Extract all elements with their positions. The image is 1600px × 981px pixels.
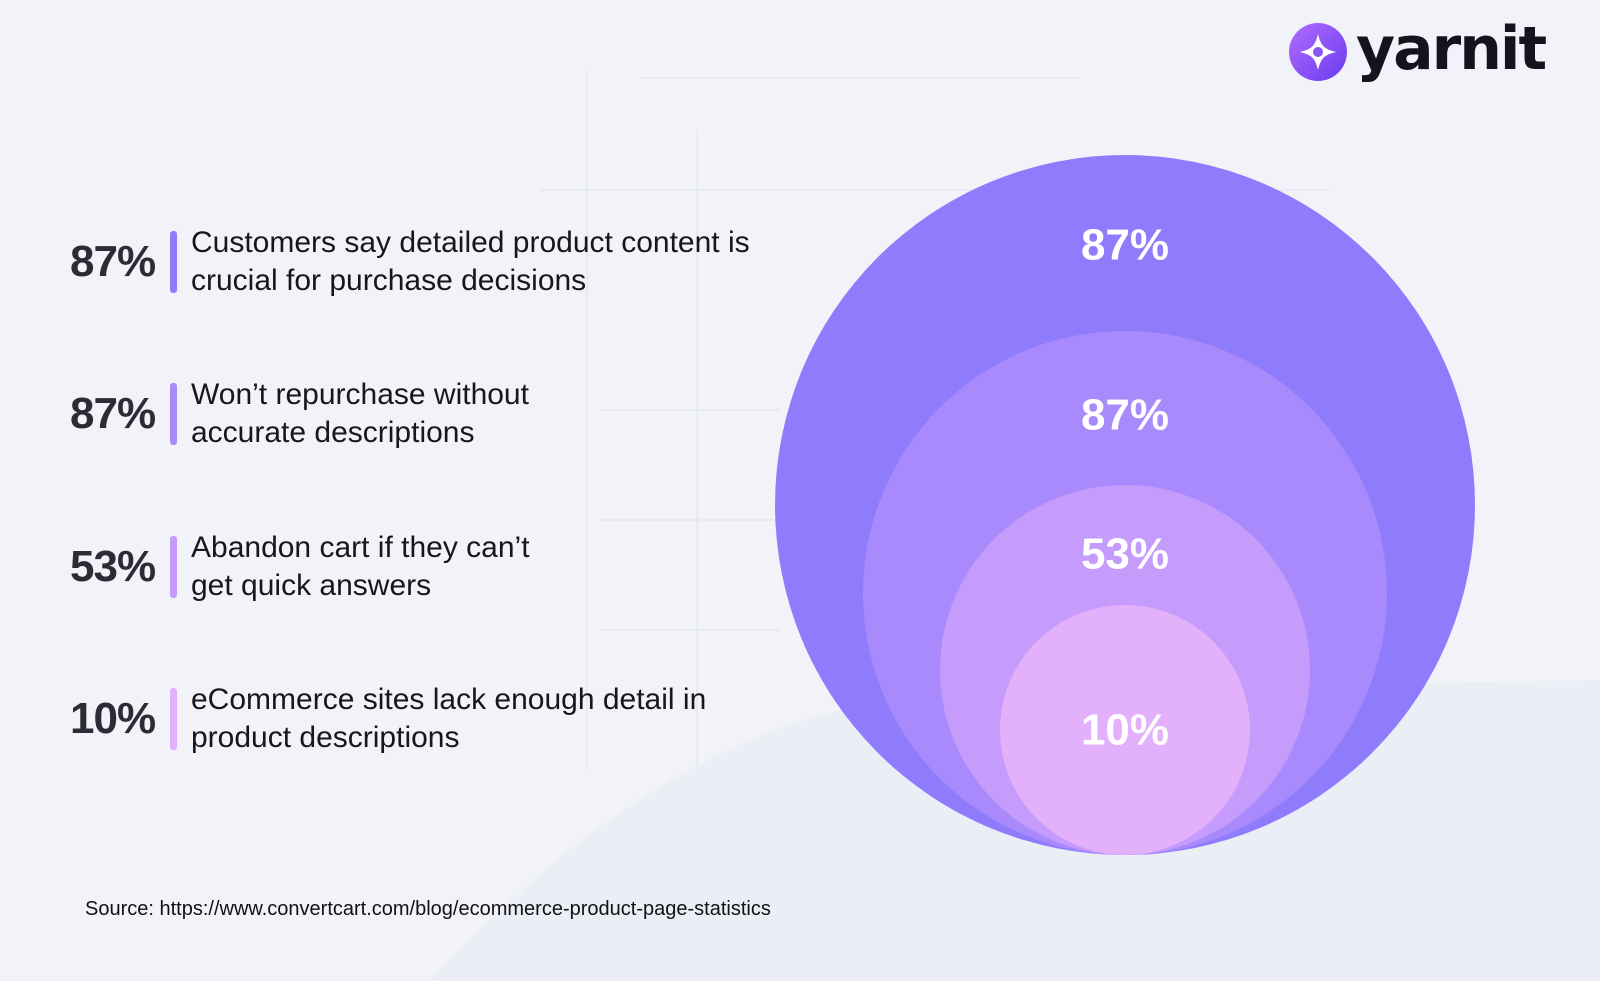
stat-value: 87%: [70, 389, 156, 438]
stat-accent-bar: [170, 231, 177, 293]
stat-description: Customers say detailed product content i…: [191, 226, 750, 297]
source-citation: Source: https://www.convertcart.com/blog…: [85, 898, 771, 920]
stat-value: 87%: [70, 237, 156, 286]
bubble-label: 53%: [1081, 530, 1169, 579]
stat-description: eCommerce sites lack enough detail in pr…: [191, 683, 707, 754]
brand-name: yarnit: [1356, 14, 1547, 84]
stat-accent-bar: [170, 383, 177, 445]
stat-value: 53%: [70, 542, 156, 591]
stat-row: 87% Won’t repurchase without accurate de…: [70, 376, 571, 452]
stat-description: Abandon cart if they can’t get quick ans…: [191, 531, 530, 602]
stat-row: 10% eCommerce sites lack enough detail i…: [70, 681, 721, 757]
yarnit-logo-icon: [1289, 23, 1347, 81]
stat-accent-bar: [170, 536, 177, 598]
stat-description: Won’t repurchase without accurate descri…: [191, 378, 529, 449]
bubble-label: 87%: [1081, 391, 1169, 440]
stat-row: 87% Customers say detailed product conte…: [70, 224, 771, 300]
bubble-label: 10%: [1081, 706, 1169, 755]
stat-accent-bar: [170, 688, 177, 750]
stat-value: 10%: [70, 694, 156, 743]
stat-row: 53% Abandon cart if they can’t get quick…: [70, 529, 571, 605]
brand-logo: yarnit: [1288, 14, 1547, 84]
bubble-label: 87%: [1081, 221, 1169, 270]
bubble-4: [1000, 605, 1250, 855]
